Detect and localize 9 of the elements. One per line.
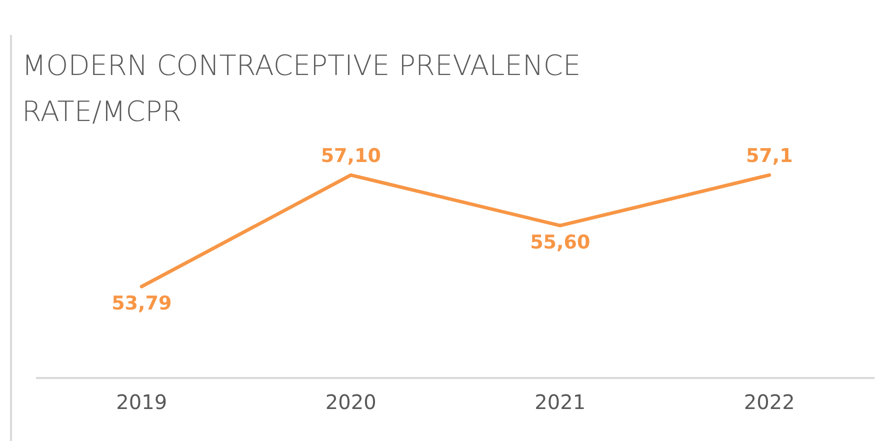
x-tick-label: 2020 bbox=[325, 390, 376, 414]
x-tick-label: 2021 bbox=[534, 390, 586, 414]
chart-title: MODERN CONTRACEPTIVE PREVALENCE RATE/MCPR bbox=[22, 48, 582, 130]
data-label: 57,10 bbox=[320, 145, 381, 168]
data-label: 53,79 bbox=[112, 292, 172, 315]
x-tick-label: 2022 bbox=[744, 390, 795, 414]
x-tick-label: 2019 bbox=[116, 390, 168, 414]
data-label: 57,1 bbox=[746, 145, 793, 168]
data-label: 55,60 bbox=[530, 232, 590, 254]
